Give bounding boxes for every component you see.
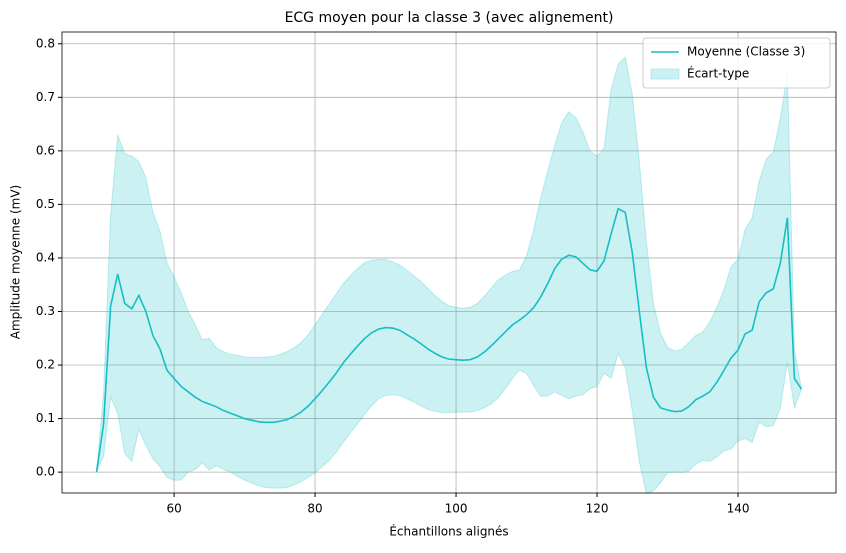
- x-tick-label: 60: [166, 502, 181, 516]
- mean-line: [95, 207, 803, 473]
- std-band: [96, 56, 802, 495]
- y-tick-label: 0.3: [36, 304, 55, 318]
- x-tick-label: 140: [727, 502, 750, 516]
- x-tick-label: 80: [307, 502, 322, 516]
- y-tick-label: 0.6: [36, 143, 55, 157]
- chart-title: ECG moyen pour la classe 3 (avec alignem…: [285, 10, 614, 26]
- x-tick-label: 120: [586, 502, 609, 516]
- legend-swatch: [650, 68, 680, 80]
- x-tick-label: 100: [445, 502, 468, 516]
- x-axis-label: Échantillons alignés: [389, 524, 508, 539]
- legend-label: Moyenne (Classe 3): [687, 45, 805, 59]
- legend-label: Écart-type: [687, 66, 749, 81]
- y-tick-label: 0.1: [36, 411, 55, 425]
- y-tick-label: 0.2: [36, 358, 55, 372]
- y-tick-label: 0.7: [36, 90, 55, 104]
- plot-frame: [61, 31, 837, 494]
- y-axis-label: Amplitude moyenne (mV): [9, 185, 23, 340]
- y-tick-label: 0.8: [36, 36, 55, 50]
- y-tick-label: 0.5: [36, 197, 55, 211]
- y-tick-label: 0.4: [36, 250, 55, 264]
- y-tick-label: 0.0: [36, 465, 55, 479]
- legend-box: [642, 37, 831, 89]
